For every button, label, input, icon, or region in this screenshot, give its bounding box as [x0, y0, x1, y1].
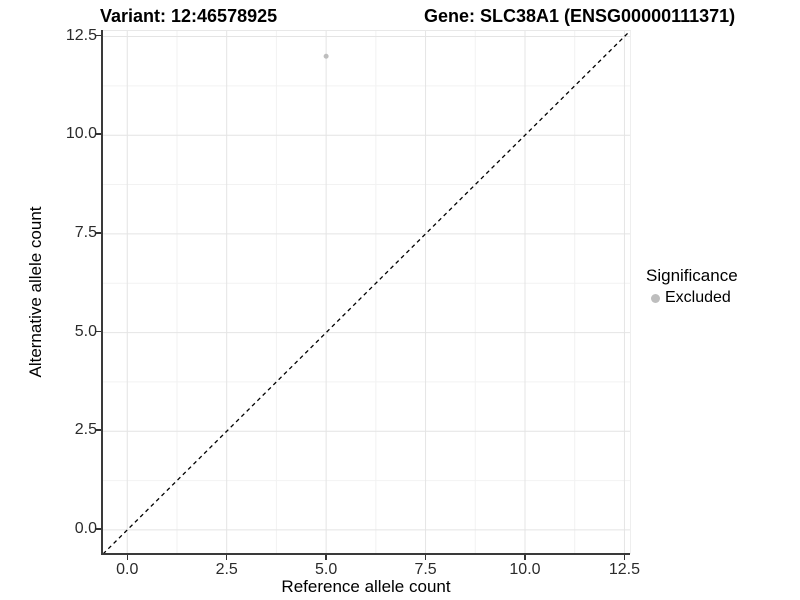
x-axis-title: Reference allele count	[281, 577, 451, 596]
x-tick-label: 5.0	[315, 561, 338, 578]
plot-title-variant: Variant: 12:46578925	[100, 6, 278, 26]
y-tick-label: 12.5	[65, 26, 97, 44]
y-tick-mark	[96, 429, 101, 431]
x-tick-label: 7.5	[414, 561, 437, 578]
identity-reference-line	[103, 31, 630, 554]
panel-canvas	[103, 31, 630, 554]
y-tick-label: 7.5	[74, 223, 97, 241]
legend-point-icon	[651, 293, 660, 303]
y-tick-label: 2.5	[74, 421, 97, 439]
y-tick-label: 5.0	[74, 322, 97, 340]
x-tick-mark	[325, 555, 327, 560]
legend: Significance Excluded	[646, 266, 738, 307]
x-tick-label: 0.0	[116, 561, 139, 578]
x-tick-label: 2.5	[215, 561, 238, 578]
plot-title-gene: Gene: SLC38A1 (ENSG00000111371)	[424, 6, 736, 26]
data-point	[323, 53, 329, 59]
legend-item-excluded: Excluded	[646, 289, 738, 307]
x-tick-mark	[524, 555, 526, 560]
y-tick-mark	[96, 330, 101, 333]
y-tick-mark	[96, 232, 101, 234]
legend-title: Significance	[646, 266, 738, 285]
x-axis-line	[101, 553, 630, 555]
y-axis-line	[101, 30, 103, 555]
x-tick-mark	[623, 555, 626, 560]
legend-item-label: Excluded	[665, 289, 731, 306]
x-tick-label: 12.5	[608, 561, 640, 578]
y-tick-label: 0.0	[74, 519, 97, 537]
x-tick-mark	[126, 555, 128, 560]
y-tick-mark	[96, 34, 101, 37]
x-tick-label: 10.0	[509, 561, 541, 578]
y-tick-label: 10.0	[65, 125, 97, 143]
y-tick-mark	[96, 528, 101, 530]
x-tick-mark	[225, 555, 228, 560]
plot-panel	[103, 30, 631, 554]
y-tick-mark	[96, 133, 101, 135]
x-tick-mark	[424, 555, 427, 560]
